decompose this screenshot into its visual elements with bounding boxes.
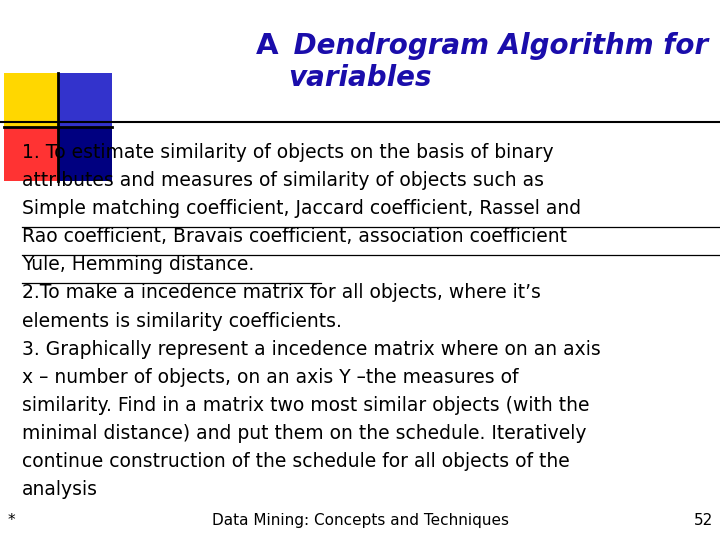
Text: Yule, Hemming distance.: Yule, Hemming distance. <box>22 255 254 274</box>
Text: analysis: analysis <box>22 480 98 499</box>
Text: variables: variables <box>288 64 432 92</box>
Text: elements is similarity coefficients.: elements is similarity coefficients. <box>22 312 341 330</box>
Bar <box>58 127 112 181</box>
Text: continue construction of the schedule for all objects of the: continue construction of the schedule fo… <box>22 452 570 471</box>
Bar <box>4 73 58 127</box>
Text: similarity. Find in a matrix two most similar objects (with the: similarity. Find in a matrix two most si… <box>22 396 589 415</box>
Text: 52: 52 <box>693 513 713 528</box>
Text: 1. To estimate similarity of objects on the basis of binary: 1. To estimate similarity of objects on … <box>22 143 553 162</box>
Text: Simple matching coefficient, Jaccard coefficient, Rassel and: Simple matching coefficient, Jaccard coe… <box>22 199 581 218</box>
Text: *: * <box>7 513 15 528</box>
Text: Dendrogram Algorithm for  Binary: Dendrogram Algorithm for Binary <box>284 32 720 60</box>
Text: minimal distance) and put them on the schedule. Iteratively: minimal distance) and put them on the sc… <box>22 424 586 443</box>
Text: attributes and measures of similarity of objects such as: attributes and measures of similarity of… <box>22 171 544 190</box>
Text: x – number of objects, on an axis Y –the measures of: x – number of objects, on an axis Y –the… <box>22 368 518 387</box>
Text: 3. Graphically represent a incedence matrix where on an axis: 3. Graphically represent a incedence mat… <box>22 340 600 359</box>
Text: Data Mining: Concepts and Techniques: Data Mining: Concepts and Techniques <box>212 513 508 528</box>
Bar <box>58 73 112 127</box>
Text: A: A <box>256 32 278 60</box>
Text: Rao coefficient, Bravais coefficient, association coefficient: Rao coefficient, Bravais coefficient, as… <box>22 227 567 246</box>
Bar <box>4 127 58 181</box>
Text: 2.To make a incedence matrix for all objects, where it’s: 2.To make a incedence matrix for all obj… <box>22 284 541 302</box>
